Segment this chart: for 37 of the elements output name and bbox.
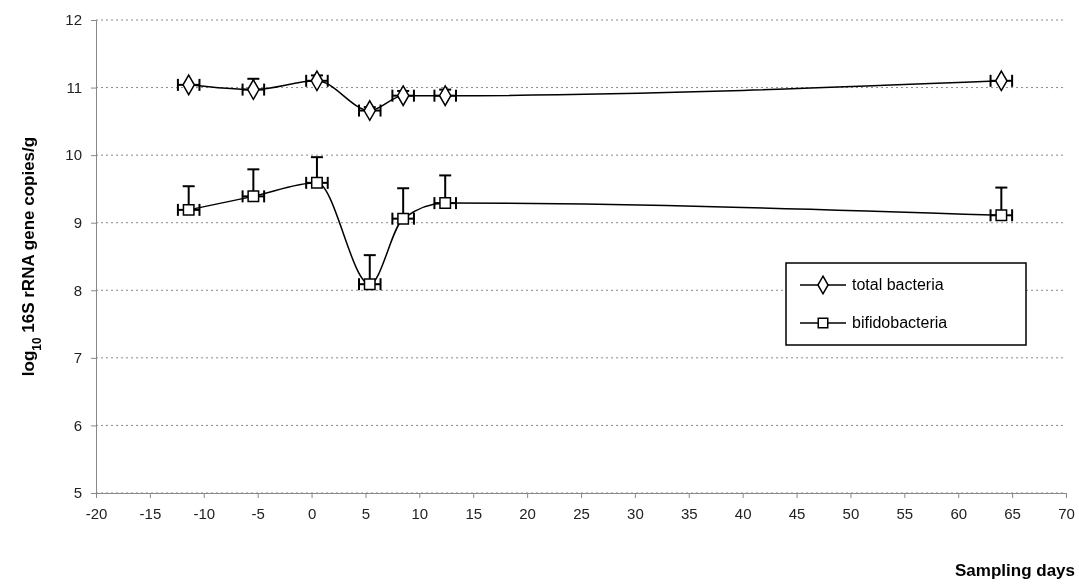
x-tick-label: 40	[734, 505, 752, 522]
x-tick-label: 15	[465, 505, 483, 522]
y-tick-label: 7	[73, 349, 82, 367]
y-tick-label: 9	[73, 214, 82, 232]
legend-label: total bacteria	[852, 276, 944, 293]
x-tick-label: -15	[139, 505, 162, 522]
y-tick-label: 10	[65, 146, 82, 164]
x-tick-label: 5	[361, 505, 371, 522]
point	[439, 197, 452, 210]
x-tick-label: 25	[573, 505, 590, 522]
point	[995, 209, 1008, 222]
point	[247, 190, 260, 203]
y-tick-label: 8	[73, 281, 82, 299]
x-tick-label: 50	[842, 505, 860, 522]
x-tick-label: 10	[411, 505, 429, 522]
legend-label: bifidobacteria	[852, 314, 948, 331]
y-tick-label: 5	[73, 484, 82, 502]
x-tick-label: 30	[627, 505, 644, 522]
x-tick-label: 20	[519, 505, 536, 522]
x-tick-label: 45	[788, 505, 806, 522]
x-axis-title: Sampling days	[955, 561, 1075, 580]
x-tick-label: -10	[193, 505, 216, 522]
point	[397, 212, 410, 225]
point	[310, 176, 323, 189]
x-tick-label: 35	[680, 505, 698, 522]
x-tick-label: -20	[85, 505, 108, 522]
x-tick-label: 65	[1004, 505, 1021, 522]
y-tick-label: 12	[65, 11, 82, 29]
x-tick-label: 0	[307, 505, 317, 522]
point	[182, 203, 195, 216]
x-tick-label: -5	[251, 505, 265, 522]
y-tick-label: 6	[73, 416, 82, 434]
x-tick-label: 60	[950, 505, 968, 522]
x-tick-label: 55	[896, 505, 914, 522]
point	[363, 278, 376, 291]
y-tick-label: 11	[66, 78, 82, 96]
x-tick-label: 70	[1058, 505, 1075, 522]
